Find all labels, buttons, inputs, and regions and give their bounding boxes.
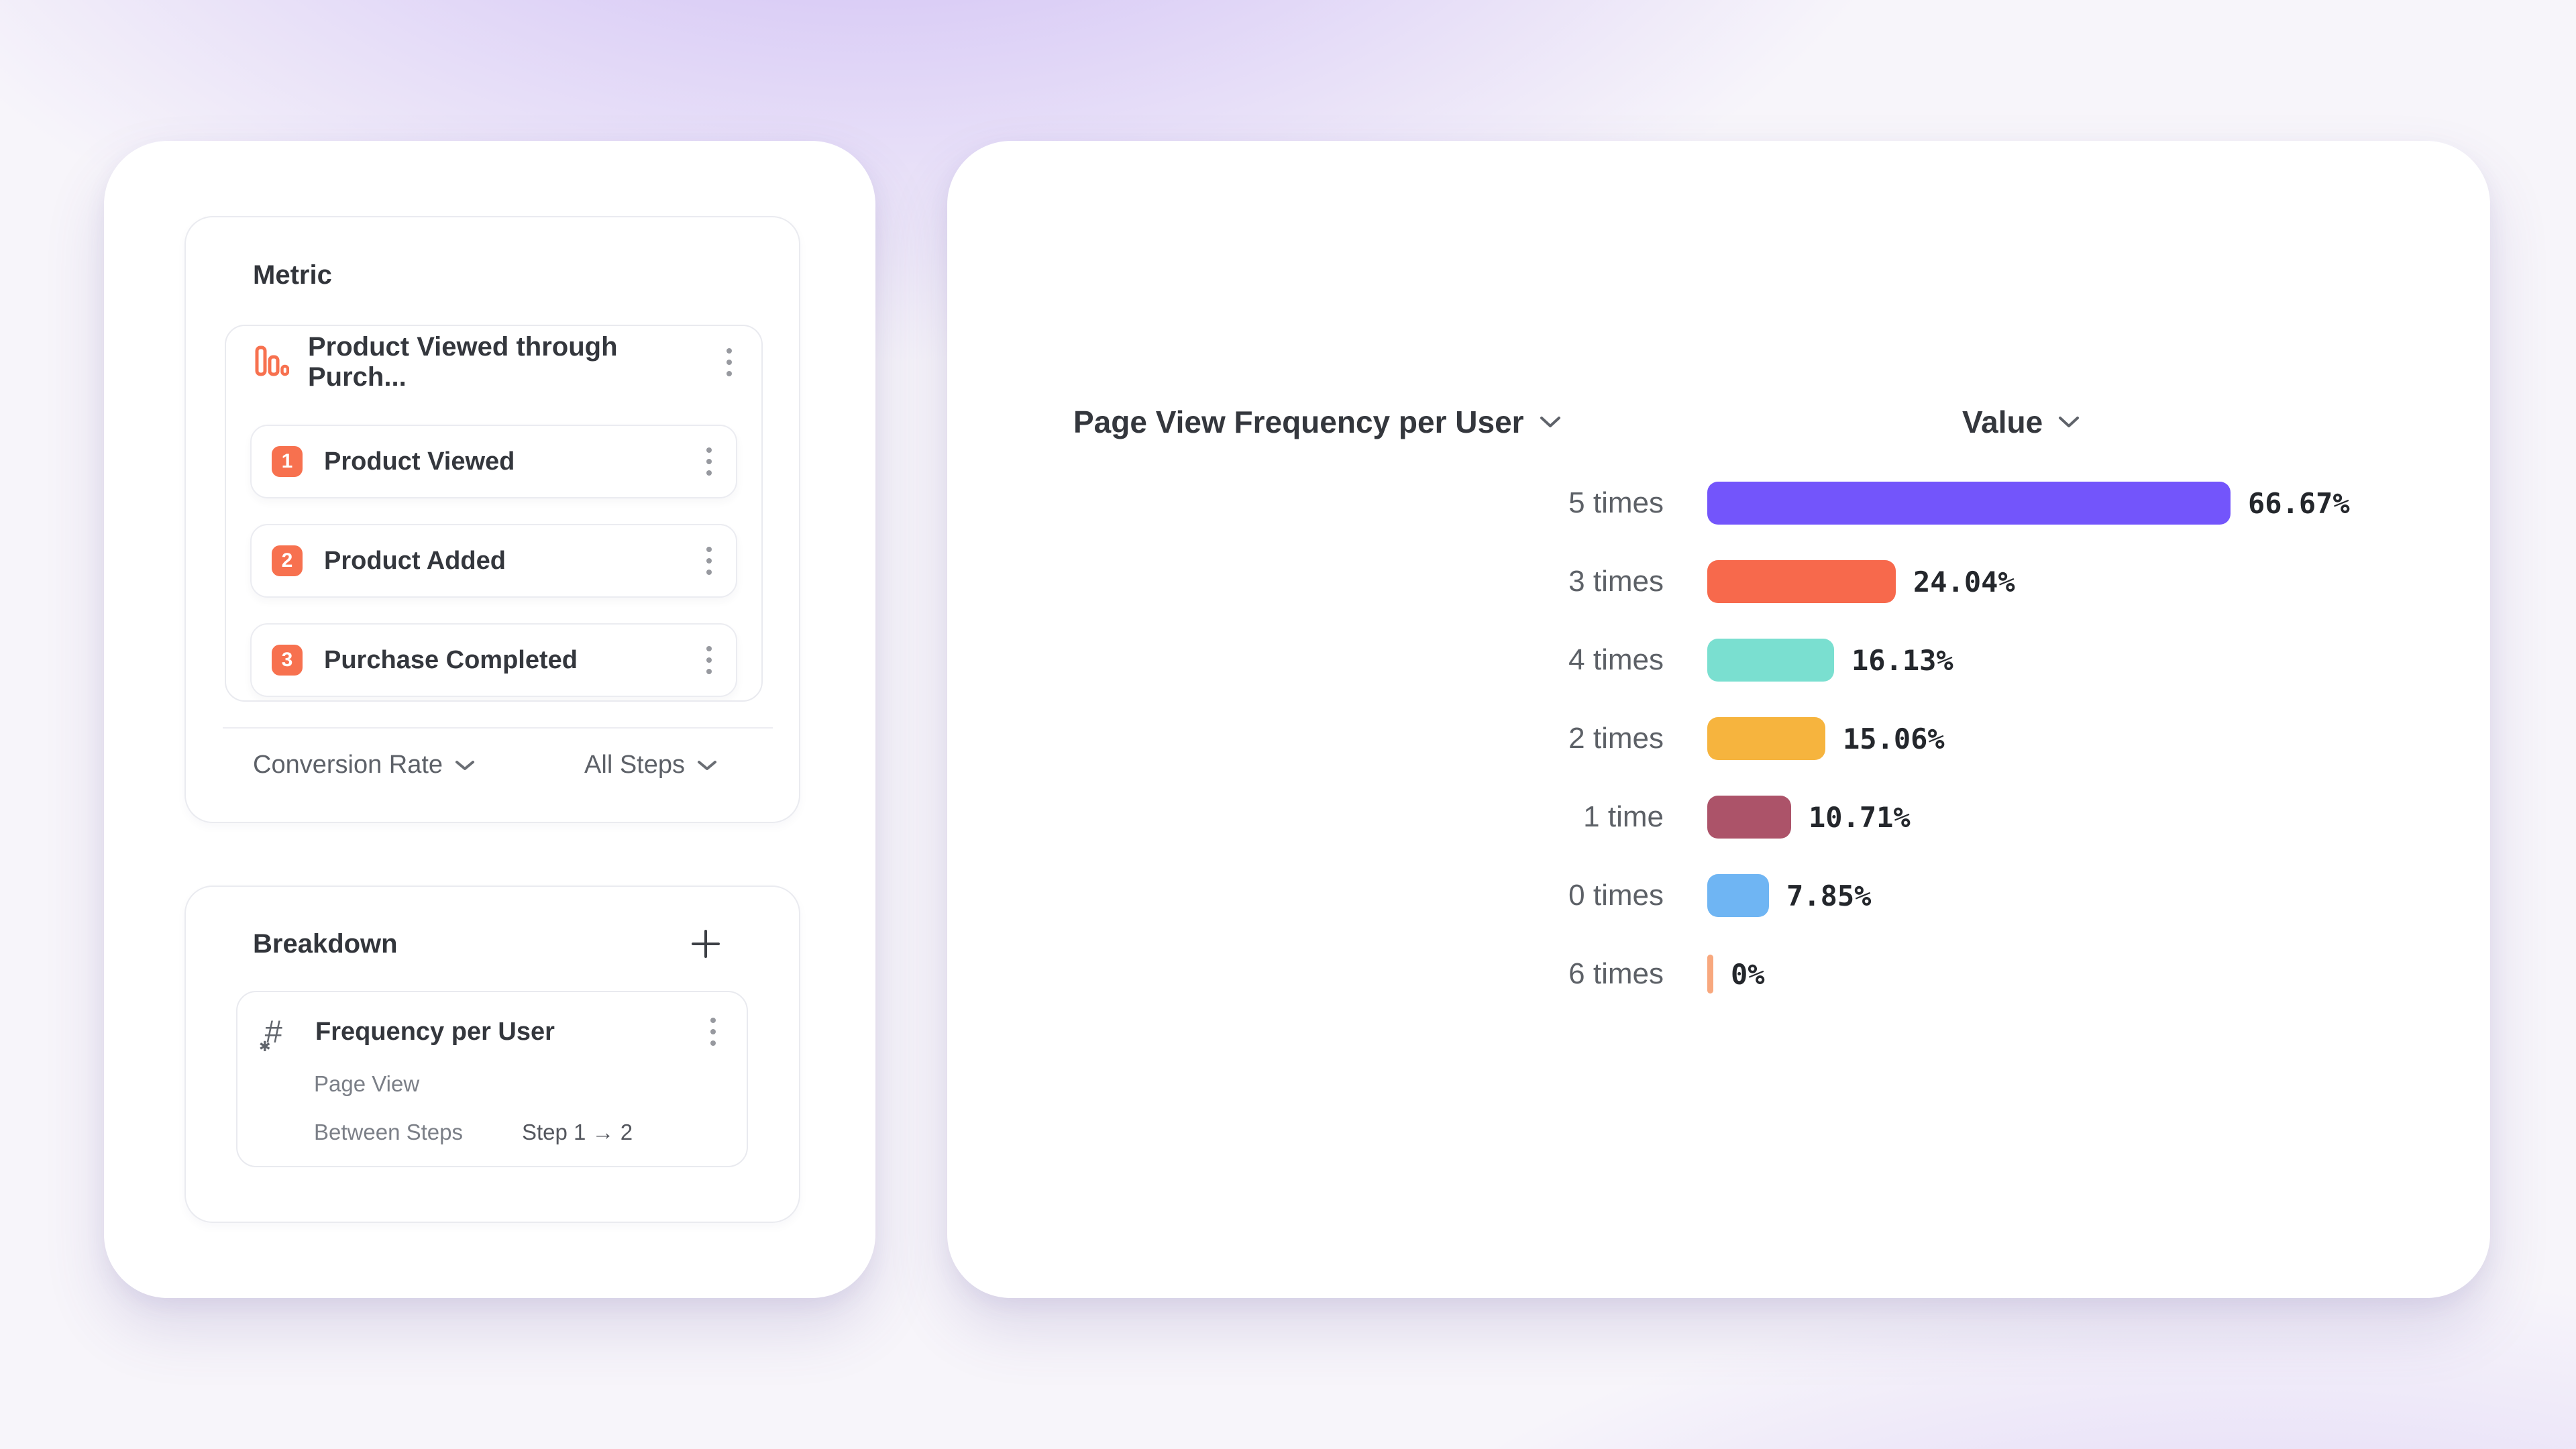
chart-bar[interactable] xyxy=(1707,482,2231,525)
breakdown-scope-label: Between Steps xyxy=(314,1120,463,1144)
chart-bar[interactable] xyxy=(1707,639,1834,682)
all-steps-dropdown[interactable]: All Steps xyxy=(584,751,717,780)
chart-value-label: 24.04% xyxy=(1913,565,2015,598)
value-column-label: Value xyxy=(1962,405,2043,439)
breakdown-section: Breakdown # ✱ Frequency per User Page Vie… xyxy=(184,885,800,1223)
chevron-down-icon xyxy=(455,760,475,770)
chart-value-label: 7.85% xyxy=(1786,879,1872,912)
chart-row: 1 time 10.71% xyxy=(947,794,2490,841)
value-column-dropdown[interactable]: Value xyxy=(1962,404,2080,440)
chart-category-label: 6 times xyxy=(1568,957,1664,990)
breakdown-scope-value: Step 1 → 2 xyxy=(521,1120,633,1144)
chart-value-label: 0% xyxy=(1731,957,1765,991)
funnel-header-row[interactable]: Product Viewed through Purch... xyxy=(226,326,761,392)
numeric-hash-icon: # ✱ xyxy=(259,1014,282,1055)
funnel-steps-list: 1 Product Viewed 2 Product Added 3 Purch… xyxy=(226,425,761,697)
chart-title-dropdown[interactable]: Page View Frequency per User xyxy=(1073,404,1562,440)
chart-bar[interactable] xyxy=(1707,955,1713,994)
funnel-step[interactable]: 2 Product Added xyxy=(250,524,737,598)
chart-value-label: 16.13% xyxy=(1851,643,1953,677)
funnel-bars-icon xyxy=(254,345,290,380)
query-builder-panel: Metric Product Viewed through Purch... xyxy=(104,141,875,1298)
breakdown-item-title: Frequency per User xyxy=(315,1017,555,1046)
conversion-rate-label: Conversion Rate xyxy=(253,751,443,779)
breakdown-section-title: Breakdown xyxy=(253,928,398,959)
chart-bar[interactable] xyxy=(1707,560,1896,603)
chart-bar[interactable] xyxy=(1707,796,1791,839)
kebab-menu-icon[interactable] xyxy=(702,543,716,579)
chart-row: 3 times 24.04% xyxy=(947,558,2490,605)
chart-bar[interactable] xyxy=(1707,717,1825,760)
funnel-name: Product Viewed through Purch... xyxy=(308,332,618,392)
chart-row: 6 times 0% xyxy=(947,951,2490,998)
kebab-menu-icon[interactable] xyxy=(722,344,736,380)
chart-panel: Page View Frequency per User Value 5 tim… xyxy=(947,141,2490,1298)
metric-section: Metric Product Viewed through Purch... xyxy=(184,216,800,823)
step-label: Purchase Completed xyxy=(324,645,578,674)
chart-category-label: 0 times xyxy=(1568,879,1664,912)
breakdown-item-header: # ✱ Frequency per User xyxy=(259,1014,720,1055)
step-number-badge: 1 xyxy=(272,446,303,477)
step-label: Product Viewed xyxy=(324,447,515,476)
breakdown-event-label: Page View xyxy=(314,1071,420,1096)
chart-row: 4 times 16.13% xyxy=(947,637,2490,684)
metric-section-title: Metric xyxy=(253,260,332,290)
chart-row: 0 times 7.85% xyxy=(947,872,2490,919)
plus-icon[interactable] xyxy=(688,926,724,962)
conversion-rate-dropdown[interactable]: Conversion Rate xyxy=(253,751,475,780)
chart-value-label: 66.67% xyxy=(2248,486,2350,520)
chart-bar[interactable] xyxy=(1707,874,1769,917)
step-number-badge: 2 xyxy=(272,545,303,576)
step-number-badge: 3 xyxy=(272,645,303,676)
chart-category-label: 2 times xyxy=(1568,722,1664,755)
funnel-step[interactable]: 1 Product Viewed xyxy=(250,425,737,498)
chart-value-label: 15.06% xyxy=(1843,722,1945,755)
metric-footer: Conversion Rate All Steps xyxy=(186,751,799,780)
all-steps-label: All Steps xyxy=(584,751,685,779)
chart-title: Page View Frequency per User xyxy=(1073,405,1524,439)
chart-category-label: 4 times xyxy=(1568,643,1664,676)
chart-category-label: 1 time xyxy=(1583,800,1664,833)
kebab-menu-icon[interactable] xyxy=(706,1014,720,1050)
breakdown-header: Breakdown xyxy=(186,926,799,962)
divider xyxy=(223,727,773,729)
step-label: Product Added xyxy=(324,546,506,575)
chevron-down-icon xyxy=(1540,417,1560,427)
chart-value-label: 10.71% xyxy=(1809,800,1911,834)
funnel-card: Product Viewed through Purch... 1 Produc… xyxy=(225,325,763,702)
kebab-menu-icon[interactable] xyxy=(702,642,716,678)
chevron-down-icon xyxy=(2059,417,2080,427)
chart-category-label: 3 times xyxy=(1568,565,1664,598)
chart-row: 5 times 66.67% xyxy=(947,480,2490,527)
chevron-down-icon xyxy=(698,760,716,770)
kebab-menu-icon[interactable] xyxy=(702,443,716,480)
funnel-step[interactable]: 3 Purchase Completed xyxy=(250,623,737,697)
chart-row: 2 times 15.06% xyxy=(947,715,2490,762)
chart-rows: 5 times 66.67% 3 times 24.04% 4 times 16.13% 2… xyxy=(947,480,2490,1029)
chart-category-label: 5 times xyxy=(1568,486,1664,519)
breakdown-item-card[interactable]: # ✱ Frequency per User Page View Between … xyxy=(236,991,748,1167)
breakdown-scope-row: Between Steps Step 1 → 2 xyxy=(314,1120,633,1145)
